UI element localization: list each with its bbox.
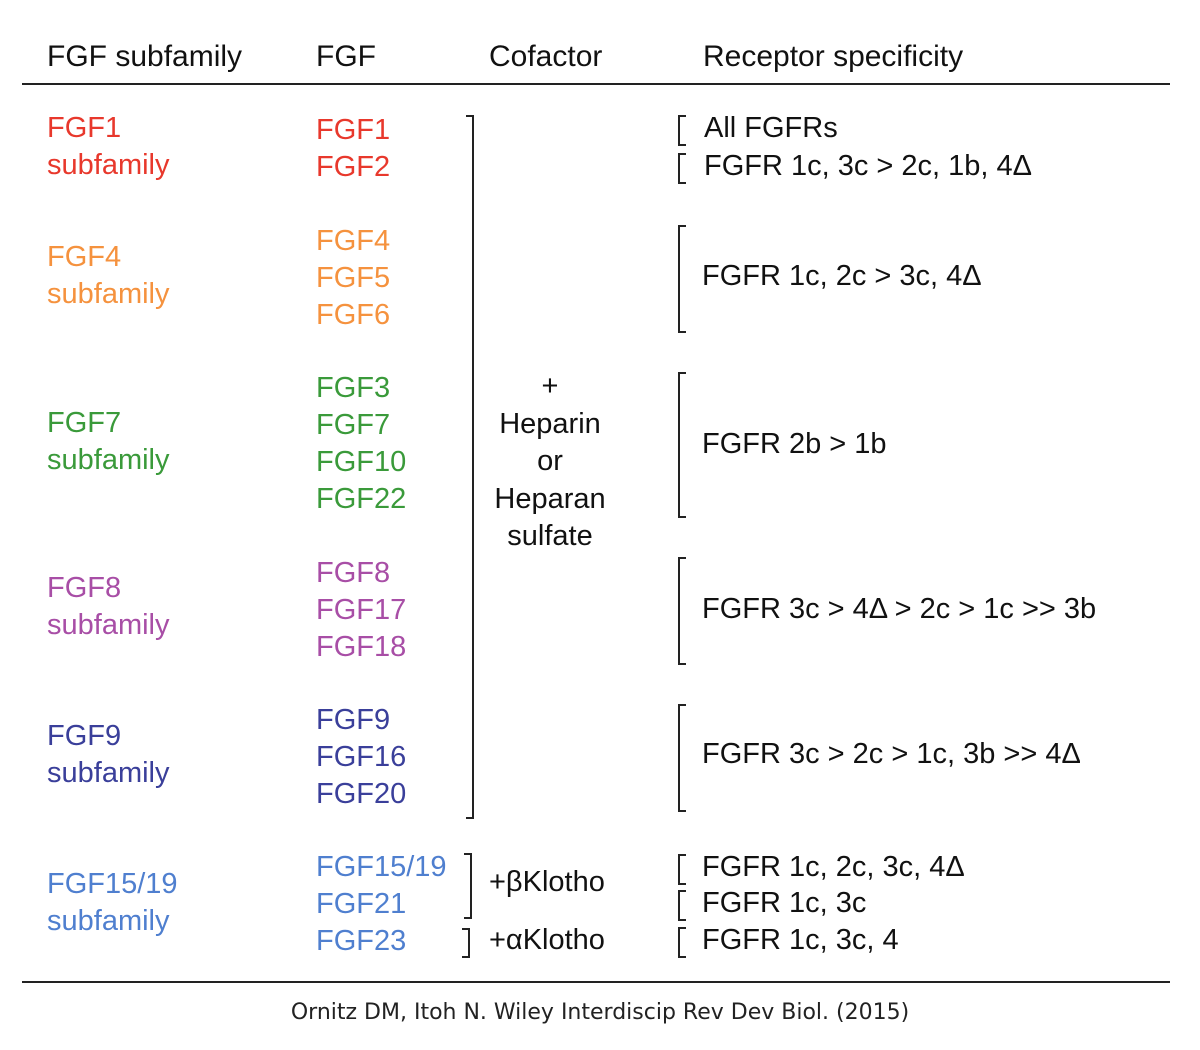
subfamily-fgf1: FGF1 subfamily bbox=[47, 112, 170, 181]
header-fgf: FGF bbox=[316, 40, 376, 73]
receptor-spec: FGFR 1c, 3c bbox=[702, 887, 867, 919]
header-subfamily: FGF subfamily bbox=[47, 40, 243, 73]
receptor-spec: FGFR 1c, 3c, 4 bbox=[702, 924, 899, 956]
subfamily-fgf15-19: FGF15/19 subfamily bbox=[47, 868, 178, 937]
cofactor-beta-klotho: +βKlotho bbox=[489, 866, 605, 898]
subfamily-fgf8: FGF8 subfamily bbox=[47, 572, 170, 641]
cofactor-alpha-klotho: +αKlotho bbox=[489, 924, 605, 956]
fgf-list-fgf9: FGF9 FGF16 FGF20 bbox=[316, 704, 407, 810]
fgf-list-fgf7: FGF3 FGF7 FGF10 FGF22 bbox=[316, 372, 407, 515]
fgf-list-fgf8: FGF8 FGF17 FGF18 bbox=[316, 557, 407, 663]
fgf-list-fgf1: FGF1 FGF2 bbox=[316, 114, 391, 183]
receptor-bracket bbox=[678, 372, 686, 518]
alpha-klotho-bracket bbox=[462, 928, 470, 958]
citation: Ornitz DM, Itoh N. Wiley Interdiscip Rev… bbox=[290, 1000, 910, 1025]
receptor-bracket bbox=[678, 225, 686, 333]
receptor-spec: FGFR 3c > 2c > 1c, 3b >> 4Δ bbox=[702, 738, 1081, 770]
header-cofactor: Cofactor bbox=[489, 40, 603, 73]
heparin-bracket bbox=[466, 115, 474, 819]
beta-klotho-bracket bbox=[464, 853, 472, 919]
receptor-bracket bbox=[678, 854, 686, 885]
bottom-rule bbox=[22, 981, 1170, 983]
receptor-spec: FGFR 1c, 2c > 3c, 4Δ bbox=[702, 260, 982, 292]
subfamily-fgf9: FGF9 subfamily bbox=[47, 720, 170, 789]
receptor-bracket bbox=[678, 704, 686, 812]
receptor-bracket bbox=[678, 153, 686, 184]
receptor-spec: FGFR 3c > 4Δ > 2c > 1c >> 3b bbox=[702, 593, 1097, 625]
header-receptor: Receptor specificity bbox=[703, 40, 964, 73]
receptor-bracket bbox=[678, 557, 686, 665]
fgf-list-fgf4: FGF4 FGF5 FGF6 bbox=[316, 225, 391, 331]
receptor-spec: FGFR 1c, 3c > 2c, 1b, 4Δ bbox=[704, 150, 1033, 182]
fgf-list-fgf15-19: FGF15/19 FGF21 FGF23 bbox=[316, 851, 447, 957]
subfamily-fgf4: FGF4 subfamily bbox=[47, 241, 170, 310]
top-rule bbox=[22, 83, 1170, 85]
receptor-bracket bbox=[678, 927, 686, 958]
receptor-spec: FGFR 2b > 1b bbox=[702, 428, 887, 460]
subfamily-fgf7: FGF7 subfamily bbox=[47, 407, 170, 476]
cofactor-heparin: + Heparin or Heparan sulfate bbox=[494, 370, 606, 552]
receptor-bracket bbox=[678, 115, 686, 146]
receptor-spec: FGFR 1c, 2c, 3c, 4Δ bbox=[702, 851, 965, 883]
receptor-bracket bbox=[678, 890, 686, 921]
receptor-spec: All FGFRs bbox=[704, 112, 838, 144]
